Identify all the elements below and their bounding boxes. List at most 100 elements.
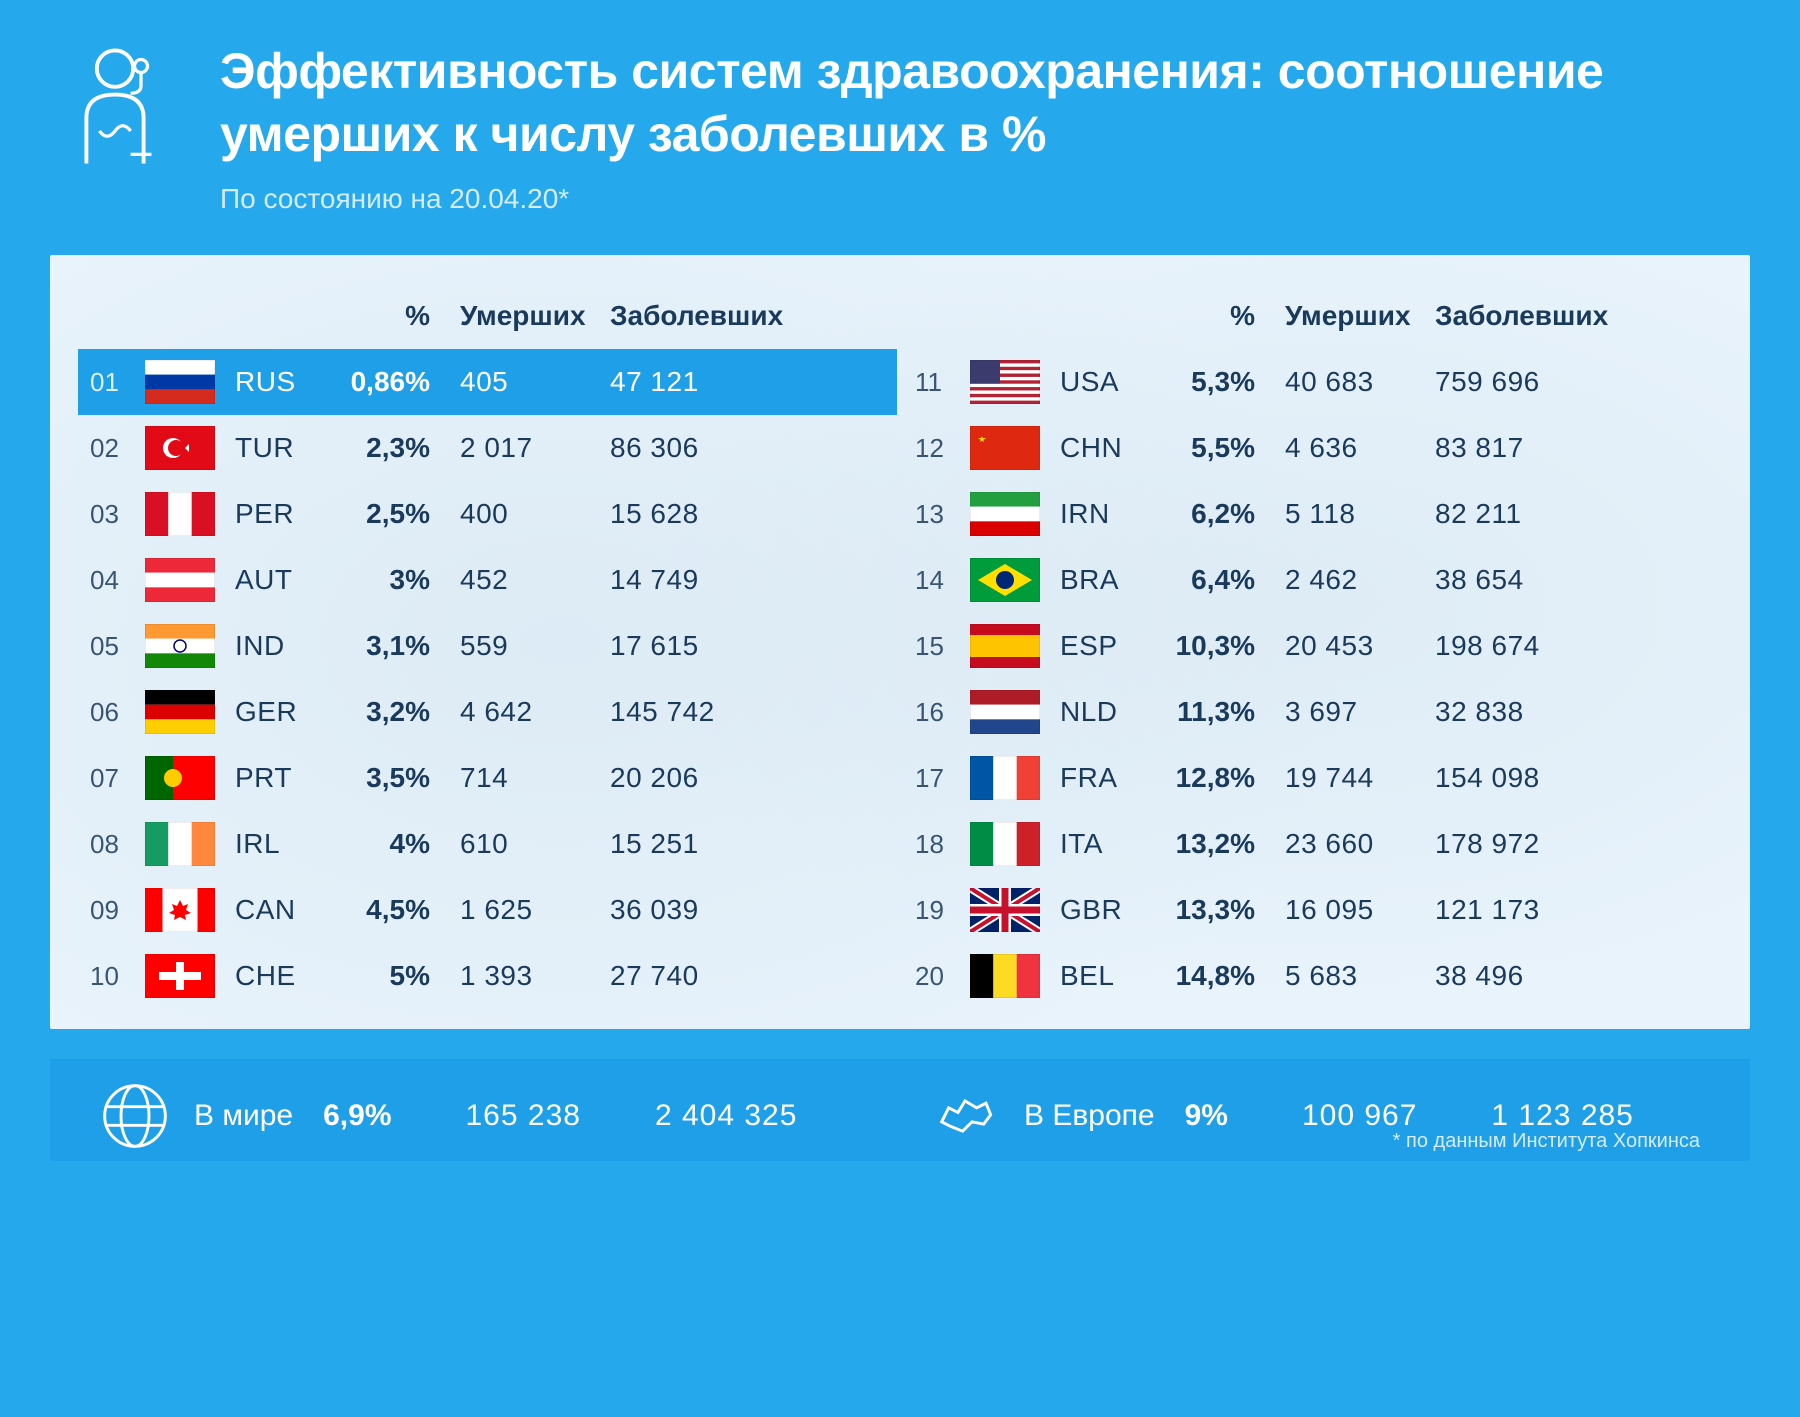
deaths-value: 610 [440, 828, 590, 860]
deaths-value: 559 [440, 630, 590, 662]
table-row: 18 ITA 13,2% 23 660 178 972 [915, 811, 1710, 877]
country-code: NLD [1060, 696, 1145, 728]
deaths-value: 5 118 [1265, 498, 1415, 530]
country-code: CHN [1060, 432, 1145, 464]
rank: 12 [915, 433, 970, 464]
rank: 20 [915, 961, 970, 992]
deaths-value: 5 683 [1265, 960, 1415, 992]
flag-icon [145, 360, 235, 404]
cases-value: 82 211 [1415, 498, 1565, 530]
col-header-pct: % [320, 300, 440, 332]
table-row: 09 CAN 4,5% 1 625 36 039 [90, 877, 885, 943]
flag-icon [970, 822, 1060, 866]
flag-icon [970, 426, 1060, 470]
col-header-cases: Заболевших [1415, 300, 1565, 332]
deaths-value: 40 683 [1265, 366, 1415, 398]
pct-value: 3,2% [320, 696, 440, 728]
country-code: BEL [1060, 960, 1145, 992]
table-row: 03 PER 2,5% 400 15 628 [90, 481, 885, 547]
deaths-value: 2 017 [440, 432, 590, 464]
col-header-pct: % [1145, 300, 1265, 332]
rank: 19 [915, 895, 970, 926]
deaths-value: 4 636 [1265, 432, 1415, 464]
data-table: % Умерших Заболевших 01 RUS 0,86% 405 47… [50, 255, 1750, 1029]
pct-value: 2,3% [320, 432, 440, 464]
table-row: 05 IND 3,1% 559 17 615 [90, 613, 885, 679]
flag-icon [970, 888, 1060, 932]
country-code: PRT [235, 762, 320, 794]
flag-icon [145, 954, 235, 998]
cases-value: 121 173 [1415, 894, 1565, 926]
country-code: USA [1060, 366, 1145, 398]
footer-europe-cases: 1 123 285 [1491, 1099, 1633, 1133]
flag-icon [970, 756, 1060, 800]
cases-value: 15 251 [590, 828, 740, 860]
table-row: 13 IRN 6,2% 5 118 82 211 [915, 481, 1710, 547]
pct-value: 5,3% [1145, 366, 1265, 398]
country-code: IND [235, 630, 320, 662]
cases-value: 759 696 [1415, 366, 1565, 398]
deaths-value: 4 642 [440, 696, 590, 728]
cases-value: 32 838 [1415, 696, 1565, 728]
cases-value: 38 496 [1415, 960, 1565, 992]
deaths-value: 23 660 [1265, 828, 1415, 860]
footer-europe-pct: 9% [1185, 1099, 1228, 1133]
country-code: FRA [1060, 762, 1145, 794]
country-code: IRN [1060, 498, 1145, 530]
table-row: 12 CHN 5,5% 4 636 83 817 [915, 415, 1710, 481]
medic-icon [50, 40, 180, 170]
country-code: CAN [235, 894, 320, 926]
footer-europe-deaths: 100 967 [1302, 1099, 1417, 1133]
flag-icon [145, 888, 235, 932]
rank: 15 [915, 631, 970, 662]
deaths-value: 714 [440, 762, 590, 794]
pct-value: 13,3% [1145, 894, 1265, 926]
table-row: 08 IRL 4% 610 15 251 [90, 811, 885, 877]
rank: 04 [90, 565, 145, 596]
flag-icon [145, 558, 235, 602]
rank: 06 [90, 697, 145, 728]
rank: 16 [915, 697, 970, 728]
rank: 18 [915, 829, 970, 860]
deaths-value: 452 [440, 564, 590, 596]
table-row: 10 CHE 5% 1 393 27 740 [90, 943, 885, 1009]
country-code: PER [235, 498, 320, 530]
country-code: IRL [235, 828, 320, 860]
flag-icon [145, 756, 235, 800]
pct-value: 6,4% [1145, 564, 1265, 596]
rank: 09 [90, 895, 145, 926]
cases-value: 27 740 [590, 960, 740, 992]
source-note: * по данным Института Хопкинса [1393, 1130, 1700, 1153]
flag-icon [145, 822, 235, 866]
flag-icon [970, 558, 1060, 602]
cases-value: 86 306 [590, 432, 740, 464]
pct-value: 13,2% [1145, 828, 1265, 860]
table-row: 06 GER 3,2% 4 642 145 742 [90, 679, 885, 745]
cases-value: 20 206 [590, 762, 740, 794]
pct-value: 12,8% [1145, 762, 1265, 794]
footer-world-cases: 2 404 325 [655, 1099, 797, 1133]
deaths-value: 1 625 [440, 894, 590, 926]
rank: 01 [90, 367, 145, 398]
col-header-cases: Заболевших [590, 300, 740, 332]
footer-world-label: В мире [194, 1099, 293, 1133]
deaths-value: 400 [440, 498, 590, 530]
country-code: TUR [235, 432, 320, 464]
table-row: 20 BEL 14,8% 5 683 38 496 [915, 943, 1710, 1009]
country-code: BRA [1060, 564, 1145, 596]
table-row: 11 USA 5,3% 40 683 759 696 [915, 349, 1710, 415]
footer-world-deaths: 165 238 [466, 1099, 581, 1133]
footer-world-pct: 6,9% [323, 1099, 391, 1133]
flag-icon [970, 624, 1060, 668]
pct-value: 10,3% [1145, 630, 1265, 662]
flag-icon [970, 954, 1060, 998]
flag-icon [145, 690, 235, 734]
pct-value: 6,2% [1145, 498, 1265, 530]
pct-value: 4,5% [320, 894, 440, 926]
page-subtitle: По состоянию на 20.04.20* [220, 183, 1750, 215]
cases-value: 38 654 [1415, 564, 1565, 596]
rank: 14 [915, 565, 970, 596]
country-code: ITA [1060, 828, 1145, 860]
col-header-deaths: Умерших [440, 300, 590, 332]
cases-value: 14 749 [590, 564, 740, 596]
